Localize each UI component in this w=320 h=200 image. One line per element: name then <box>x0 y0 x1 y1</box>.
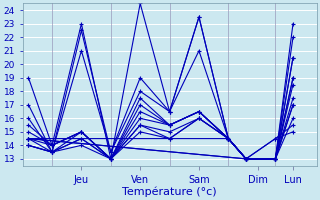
X-axis label: Température (°c): Température (°c) <box>122 186 217 197</box>
